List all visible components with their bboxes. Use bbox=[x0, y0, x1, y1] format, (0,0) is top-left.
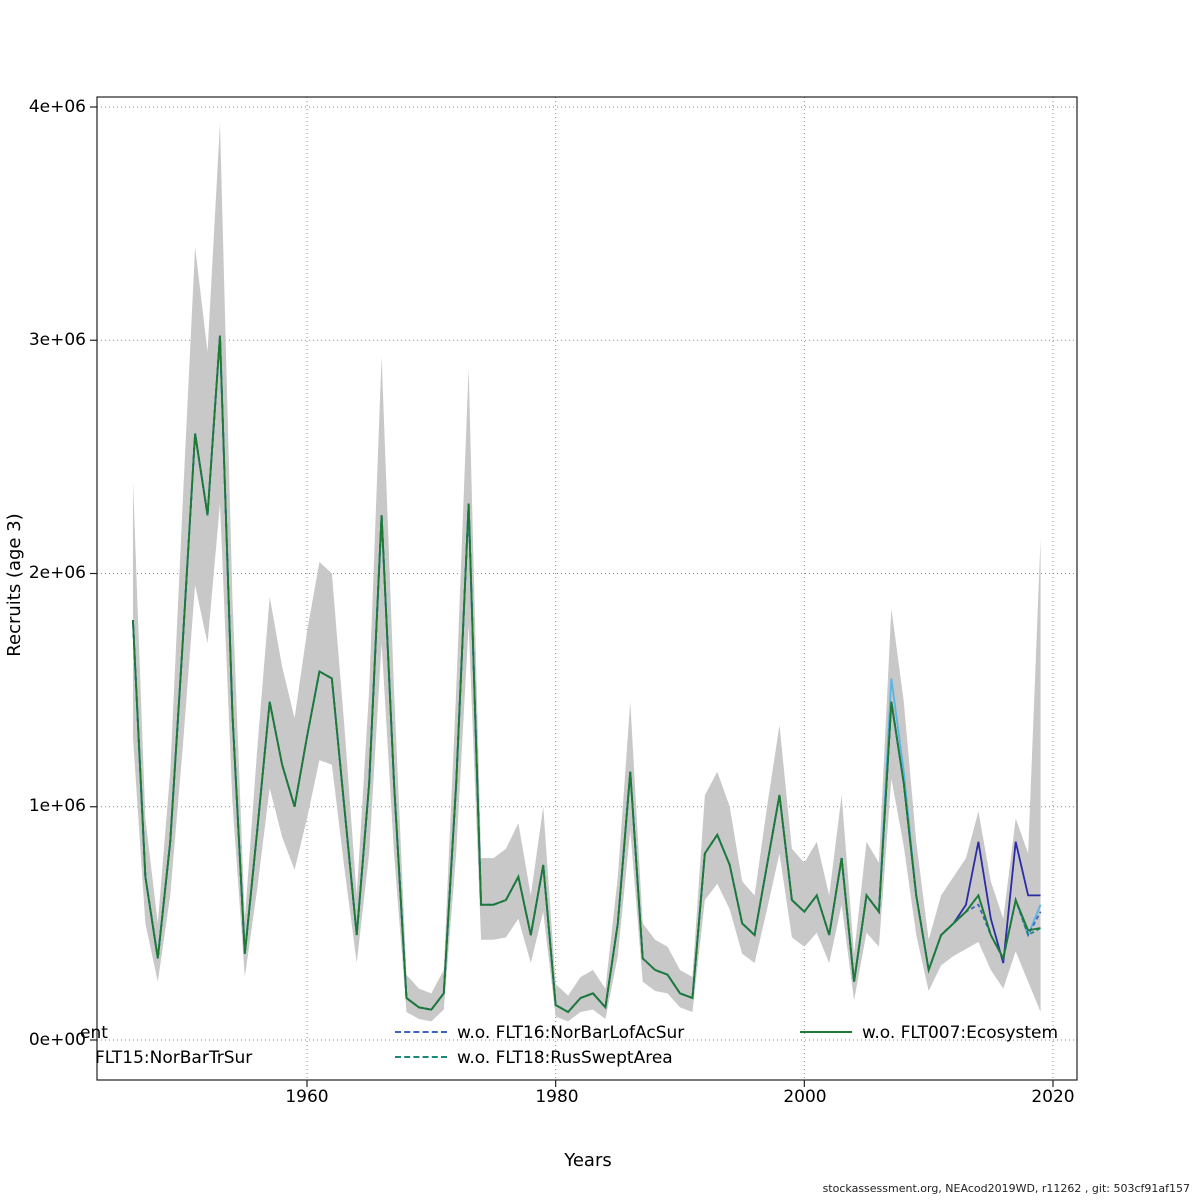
confidence-band bbox=[132, 123, 1041, 1022]
legend-item-label: w.o. FLT16:NorBarLofAcSur bbox=[457, 1023, 685, 1043]
y-tick-label: 0e+00 bbox=[28, 1030, 86, 1050]
legend-item-label: w.o. FLT007:Ecosystem bbox=[862, 1023, 1059, 1043]
legend-item-current: ent bbox=[80, 1022, 108, 1044]
legend-line-sample-icon bbox=[395, 1055, 447, 1058]
footer-credit: stockassessment.org, NEAcod2019WD, r1126… bbox=[822, 1182, 1190, 1195]
legend-line-sample-icon bbox=[800, 1030, 852, 1033]
legend-item-flt007: w.o. FLT007:Ecosystem bbox=[800, 1022, 1078, 1044]
legend-item-flt15: FLT15:NorBarTrSur bbox=[95, 1047, 252, 1069]
legend-item-label: FLT15:NorBarTrSur bbox=[95, 1048, 253, 1068]
legend-item-label: w.o. FLT18:RusSweptArea bbox=[457, 1048, 673, 1068]
x-tick-label: 2000 bbox=[783, 1087, 827, 1107]
axes bbox=[90, 96, 1078, 1087]
y-tick-label: 3e+06 bbox=[28, 330, 86, 350]
y-tick-label: 2e+06 bbox=[28, 563, 86, 583]
legend-item-label: ent bbox=[80, 1023, 108, 1043]
x-tick-label: 2020 bbox=[1031, 1087, 1075, 1107]
y-tick-label: 1e+06 bbox=[28, 796, 86, 816]
series-lines bbox=[132, 335, 1042, 1014]
x-tick-label: 1960 bbox=[285, 1087, 329, 1107]
y-tick-label: 4e+06 bbox=[28, 97, 86, 117]
gridlines bbox=[97, 97, 1077, 1080]
x-axis-title: Years bbox=[564, 1150, 612, 1171]
x-tick-label: 1980 bbox=[535, 1087, 579, 1107]
legend-item-flt16: w.o. FLT16:NorBarLofAcSur bbox=[395, 1022, 684, 1044]
legend-line-sample-icon bbox=[395, 1030, 447, 1033]
y-axis-title: Recruits (age 3) bbox=[4, 513, 25, 657]
legend-item-flt18: w.o. FLT18:RusSweptArea bbox=[395, 1047, 673, 1069]
